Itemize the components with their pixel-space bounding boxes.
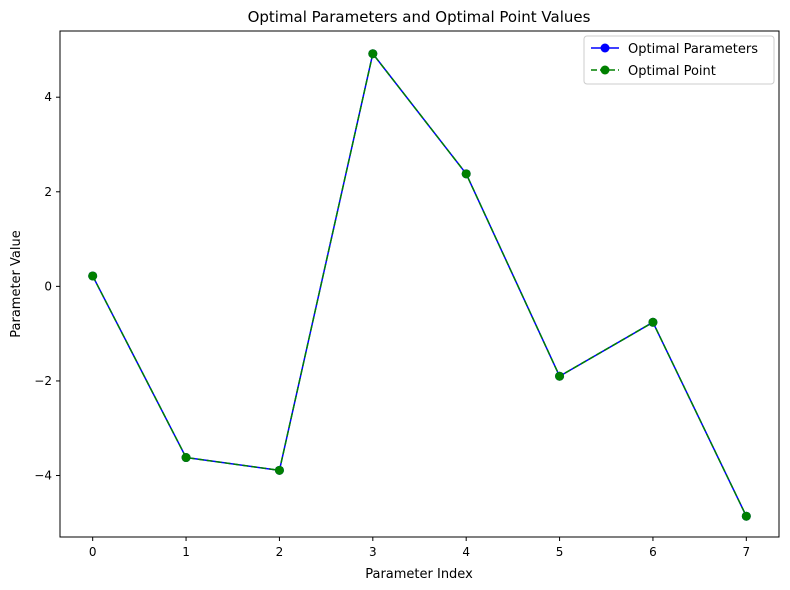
series-line-optimal-parameters [92,52,747,517]
y-tick-label: 4 [44,90,52,104]
x-tick-label: 7 [742,545,750,559]
legend-marker-optimal-parameters [600,43,610,53]
x-tick-label: 0 [89,545,97,559]
y-tick-label: 2 [44,185,52,199]
legend-box [583,35,775,85]
x-axis: 0 1 2 3 4 5 6 7 [89,537,750,559]
x-axis-label: Parameter Index [365,567,473,582]
data-point-optimal-point [741,511,751,521]
data-point-optimal-point [274,465,284,475]
legend: Optimal Parameters Optimal Point [583,35,775,85]
legend-label-optimal-parameters: Optimal Parameters [628,42,758,57]
legend-label-optimal-point: Optimal Point [628,64,716,79]
legend-marker-optimal-point [600,65,610,75]
data-point-optimal-point [461,169,471,179]
x-tick-label: 2 [276,545,284,559]
y-tick-label: 0 [44,279,52,293]
data-point-optimal-point [555,371,565,381]
data-point-optimal-point [181,453,191,463]
series-line-optimal-point [92,52,747,517]
x-tick-label: 3 [369,545,377,559]
x-tick-label: 4 [462,545,470,559]
data-point-optimal-point [648,317,658,327]
plot-area [88,49,751,521]
data-point-optimal-point [368,49,378,59]
axes-frame [59,30,780,538]
x-tick-label: 6 [649,545,657,559]
y-axis: −4 −2 0 2 4 [34,90,60,483]
x-tick-label: 1 [182,545,190,559]
y-tick-label: −2 [34,374,52,388]
y-tick-label: −4 [34,469,52,483]
y-axis-label: Parameter Value [9,230,24,337]
chart-title: Optimal Parameters and Optimal Point Val… [248,8,591,26]
x-tick-label: 5 [556,545,564,559]
data-point-optimal-point [88,271,98,281]
